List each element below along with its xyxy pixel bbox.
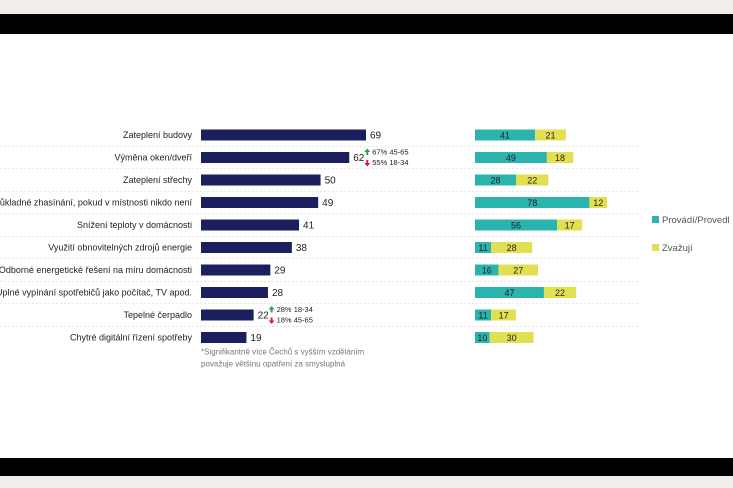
bar-segment-provadi xyxy=(475,152,547,163)
footnote: *Signifikantně více Čechů s vyšším vzděl… xyxy=(201,348,365,369)
bar-segment-zvazuji xyxy=(491,309,517,321)
bar xyxy=(201,287,268,298)
segment-value-label: 11 xyxy=(478,243,487,253)
segment-value-label: 10 xyxy=(477,333,487,343)
segment-value-label: 17 xyxy=(499,311,509,321)
bar xyxy=(201,264,271,276)
value-label: 22 xyxy=(258,311,270,322)
annotation-down: 55% 18-34 xyxy=(372,158,408,167)
bar xyxy=(201,174,321,186)
segment-value-label: 28 xyxy=(491,176,501,186)
legend-swatch xyxy=(652,216,659,223)
chart-canvas: Zateplení budovy 69 41 21 Výměna oken/dveří 6… xyxy=(0,129,730,369)
segment-value-label: 78 xyxy=(527,198,537,208)
value-label: 19 xyxy=(250,333,262,344)
bar-segment-provadi xyxy=(475,264,499,276)
bar-segment-provadi xyxy=(475,309,492,321)
category-label: Zateplení střechy xyxy=(123,175,193,185)
segment-value-label: 18 xyxy=(555,153,565,163)
arrow-up-icon xyxy=(364,148,371,155)
bar-segment-zvazuji xyxy=(498,264,539,276)
value-label: 49 xyxy=(322,198,334,209)
arrow-up-icon xyxy=(268,306,275,313)
category-label: Důkladné zhasínání, pokud v místnosti ni… xyxy=(0,198,192,208)
bar xyxy=(201,242,292,253)
category-label: Tepelné čerpadlo xyxy=(123,310,192,320)
annotation-up: 28% 18-34 xyxy=(277,305,313,314)
annotation-up: 67% 45-65 xyxy=(372,148,408,157)
bar-segment-zvazuji xyxy=(557,219,583,231)
segment-value-label: 11 xyxy=(478,311,487,321)
segment-value-label: 41 xyxy=(500,131,510,141)
segment-value-label: 22 xyxy=(555,288,565,298)
bar xyxy=(201,152,350,163)
value-label: 38 xyxy=(296,243,308,254)
bar-segment-provadi xyxy=(475,174,517,186)
bar-segment-provadi xyxy=(475,287,544,298)
bar xyxy=(201,197,319,208)
arrow-down-icon xyxy=(268,317,275,324)
bottom-black-band xyxy=(0,458,733,476)
bar-segment-provadi xyxy=(475,332,490,343)
category-label: Úplné vypínání spotřebičů jako počítač, … xyxy=(0,288,192,298)
annotation-down: 18% 45-65 xyxy=(277,316,313,325)
value-label: 62 xyxy=(353,153,365,164)
bar xyxy=(201,219,300,231)
category-label: Snížení teploty v domácnosti xyxy=(77,220,192,230)
segment-value-label: 17 xyxy=(565,221,575,231)
legend-swatch xyxy=(652,244,659,251)
bar-segment-zvazuji xyxy=(589,197,607,208)
bar-segment-zvazuji xyxy=(543,287,577,298)
arrow-down-icon xyxy=(364,160,371,167)
top-black-band xyxy=(0,14,733,34)
bar-segment-provadi xyxy=(475,197,590,208)
bar-segment-provadi xyxy=(475,219,558,231)
slide: Zateplení budovy 69 41 21 Výměna oken/dveří 6… xyxy=(0,34,733,458)
category-label: Zateplení budovy xyxy=(123,130,193,140)
category-label: Využití obnovitelných zdrojů energie xyxy=(48,243,192,253)
segment-value-label: 27 xyxy=(513,266,523,276)
value-label: 28 xyxy=(272,288,284,299)
value-label: 50 xyxy=(325,176,337,187)
bar xyxy=(201,332,247,343)
segment-value-label: 28 xyxy=(507,243,517,253)
segment-value-label: 22 xyxy=(527,176,537,186)
value-label: 29 xyxy=(274,266,286,277)
segment-value-label: 47 xyxy=(504,288,514,298)
legend-label: Provádí/Provedl xyxy=(662,215,730,226)
bar-segment-zvazuji xyxy=(516,174,549,186)
bar-segment-zvazuji xyxy=(546,152,574,163)
bar-segment-zvazuji xyxy=(535,129,566,141)
segment-value-label: 49 xyxy=(506,153,516,163)
category-label: Odborné energetické řešení na míru domác… xyxy=(0,265,192,275)
bar-segment-provadi xyxy=(475,129,536,141)
legend-label: Zvažují xyxy=(662,243,693,254)
segment-value-label: 30 xyxy=(507,333,517,343)
segment-value-label: 12 xyxy=(593,198,603,208)
category-label: Chytré digitální řízení spotřeby xyxy=(70,333,193,343)
bar-segment-zvazuji xyxy=(489,332,534,343)
bar xyxy=(201,129,366,141)
segment-value-label: 56 xyxy=(511,221,521,231)
segment-value-label: 16 xyxy=(482,266,492,276)
value-label: 69 xyxy=(370,131,382,142)
value-label: 41 xyxy=(303,221,315,232)
segment-value-label: 21 xyxy=(546,131,556,141)
category-label: Výměna oken/dveří xyxy=(114,153,192,163)
bar xyxy=(201,309,254,321)
bar-segment-provadi xyxy=(475,242,492,253)
bar-segment-zvazuji xyxy=(491,242,533,253)
